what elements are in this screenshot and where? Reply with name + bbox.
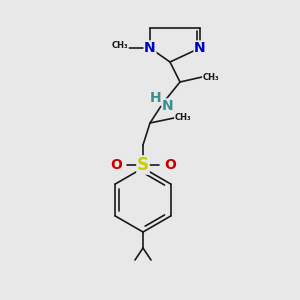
Text: H: H [150,91,162,105]
Text: O: O [110,158,122,172]
Text: S: S [137,156,149,174]
Text: N: N [194,41,206,55]
Text: CH₃: CH₃ [112,41,128,50]
Text: N: N [162,99,174,113]
Text: CH₃: CH₃ [203,73,219,82]
Text: CH₃: CH₃ [175,113,191,122]
Text: N: N [144,41,156,55]
Text: O: O [164,158,176,172]
